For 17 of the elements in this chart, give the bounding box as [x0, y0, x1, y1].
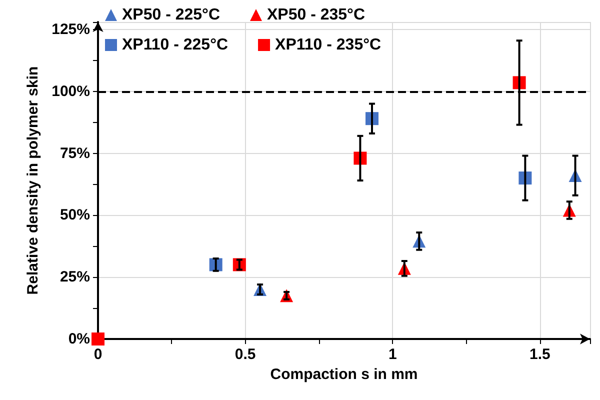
y-tick-label: 25%	[60, 268, 90, 286]
y-tick-label: 125%	[52, 20, 90, 38]
x-tick-label: 1	[388, 346, 397, 363]
x-tick-label: 0	[94, 346, 102, 363]
x-tick-label: 1.5	[529, 346, 550, 363]
y-tick-label: 75%	[60, 144, 90, 162]
legend-label: XP50 - 235°C	[267, 6, 366, 24]
legend-label: XP50 - 225°C	[122, 6, 220, 24]
point	[92, 332, 104, 346]
legend-label: XP110 - 235°C	[275, 36, 382, 54]
x-axis-title: Compaction s in mm	[270, 366, 418, 383]
y-tick-label: 0%	[68, 330, 90, 348]
y-tick-label: 100%	[52, 82, 90, 100]
x-tick-label: 0.5	[234, 346, 256, 363]
y-axis-title: Relative density in polymer skin	[24, 66, 42, 295]
y-tick-label: 50%	[60, 206, 90, 224]
legend-label: XP110 - 225°C	[122, 36, 228, 54]
